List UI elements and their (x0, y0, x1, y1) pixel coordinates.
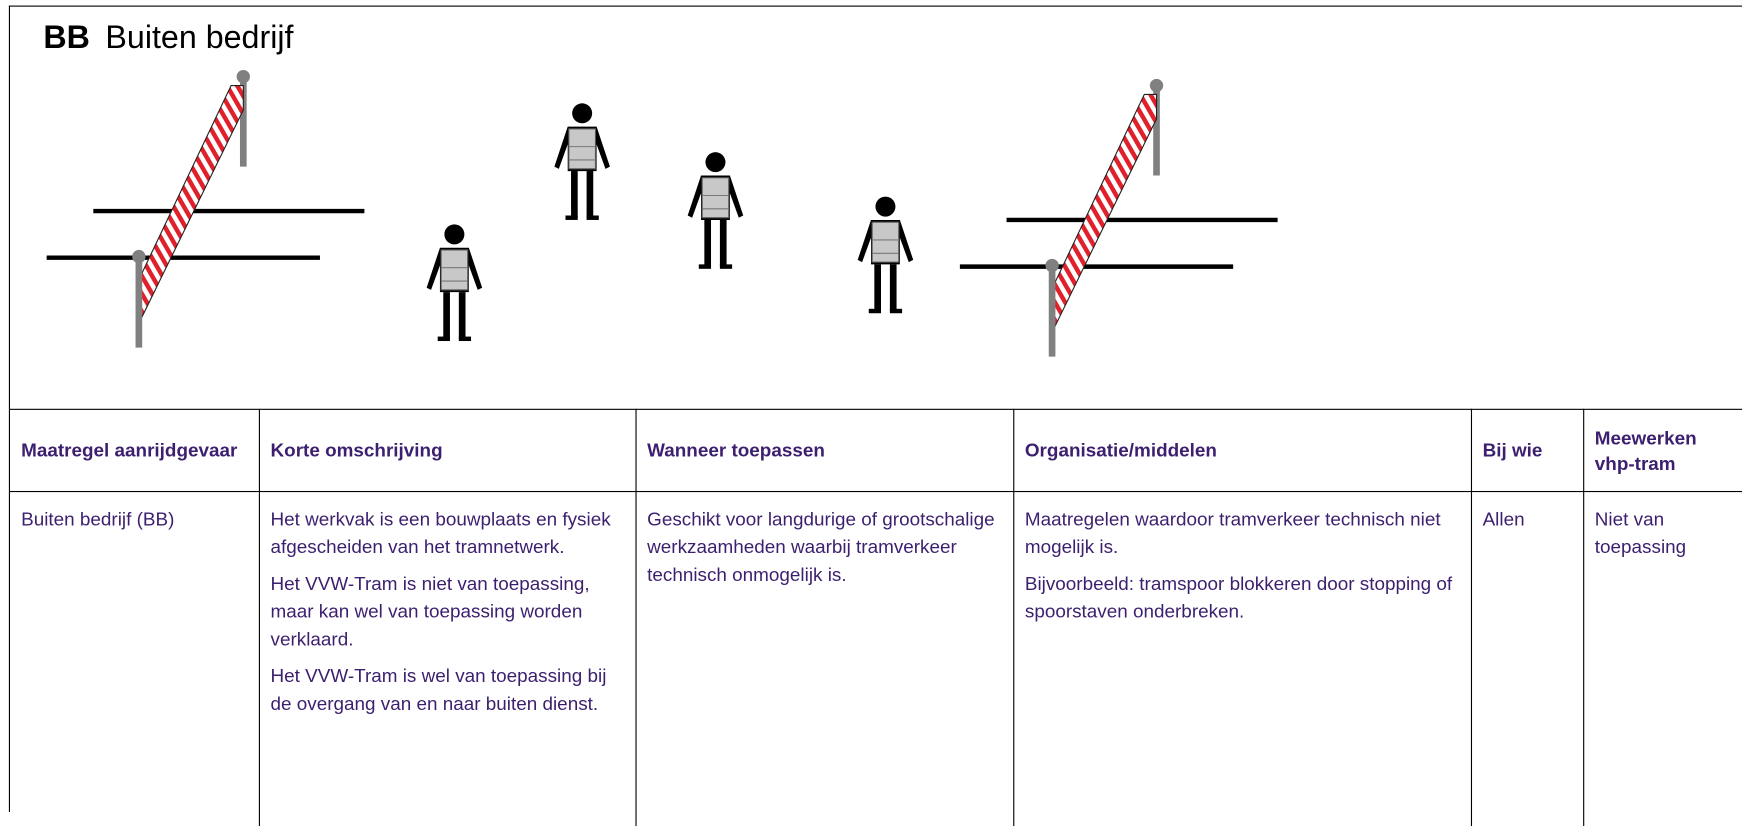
cell-text: Het werkvak is een bouwplaats en fysiek … (270, 508, 611, 558)
cell-text: Het VVW-Tram is wel van toepassing bij d… (270, 665, 607, 715)
column-header: Bij wie (1470, 408, 1584, 493)
column-header: Meewerken vhp-tram (1582, 408, 1742, 493)
column-header: Wanneer toepassen (634, 408, 1014, 493)
title: BB Buiten bedrijf (43, 20, 293, 57)
barrier (47, 70, 365, 348)
worker (857, 196, 914, 314)
table-cell: Geschikt voor langdurige of grootschalig… (634, 490, 1014, 826)
column-header: Korte omschrijving (258, 408, 637, 493)
title-abbr: BB (43, 19, 90, 56)
title-text: Buiten bedrijf (105, 19, 294, 56)
cell-text: Geschikt voor langdurige of grootschalig… (647, 508, 995, 586)
header-row: Maatregel aanrijdgevaar Korte omschrijvin… (9, 408, 1742, 493)
table-cell: Niet van toepassing (1582, 490, 1742, 826)
cell-text: Buiten bedrijf (BB) (21, 508, 175, 530)
cell-text: Allen (1482, 508, 1525, 530)
measures-table: Maatregel aanrijdgevaar Korte omschrijvin… (9, 408, 1742, 826)
table-cell: Allen (1470, 490, 1584, 826)
header: BB Buiten bedrijf (10, 7, 1742, 409)
table-body: Buiten bedrijf (BB) Het werkvak is een bo… (9, 490, 1742, 826)
cell-text: Maatregelen waardoor tramverkeer technis… (1024, 508, 1441, 558)
cell-text: Bijvoorbeeld: tramspoor blokkeren door s… (1024, 573, 1453, 623)
table-cell: Maatregelen waardoor tramverkeer technis… (1012, 490, 1472, 826)
worker (553, 102, 611, 221)
table-cell: Het werkvak is een bouwplaats en fysiek … (258, 490, 637, 826)
table-row: Buiten bedrijf (BB) Het werkvak is een bo… (9, 490, 1742, 826)
barrier (960, 79, 1278, 357)
column-header: Maatregel aanrijdgevaar (9, 408, 260, 493)
cell-text: Het VVW-Tram is niet van toepassing, maa… (270, 573, 590, 650)
column-header: Organisatie/middelen (1012, 408, 1472, 493)
cell-text: Niet van toepassing (1594, 508, 1687, 558)
illustration (1, 1, 1742, 409)
worker (687, 151, 744, 270)
document-frame: BB Buiten bedrijf Maatregel aanrijdgevaar… (8, 5, 1742, 826)
table-cell: Buiten bedrijf (BB) (9, 490, 260, 826)
worker (426, 223, 483, 342)
